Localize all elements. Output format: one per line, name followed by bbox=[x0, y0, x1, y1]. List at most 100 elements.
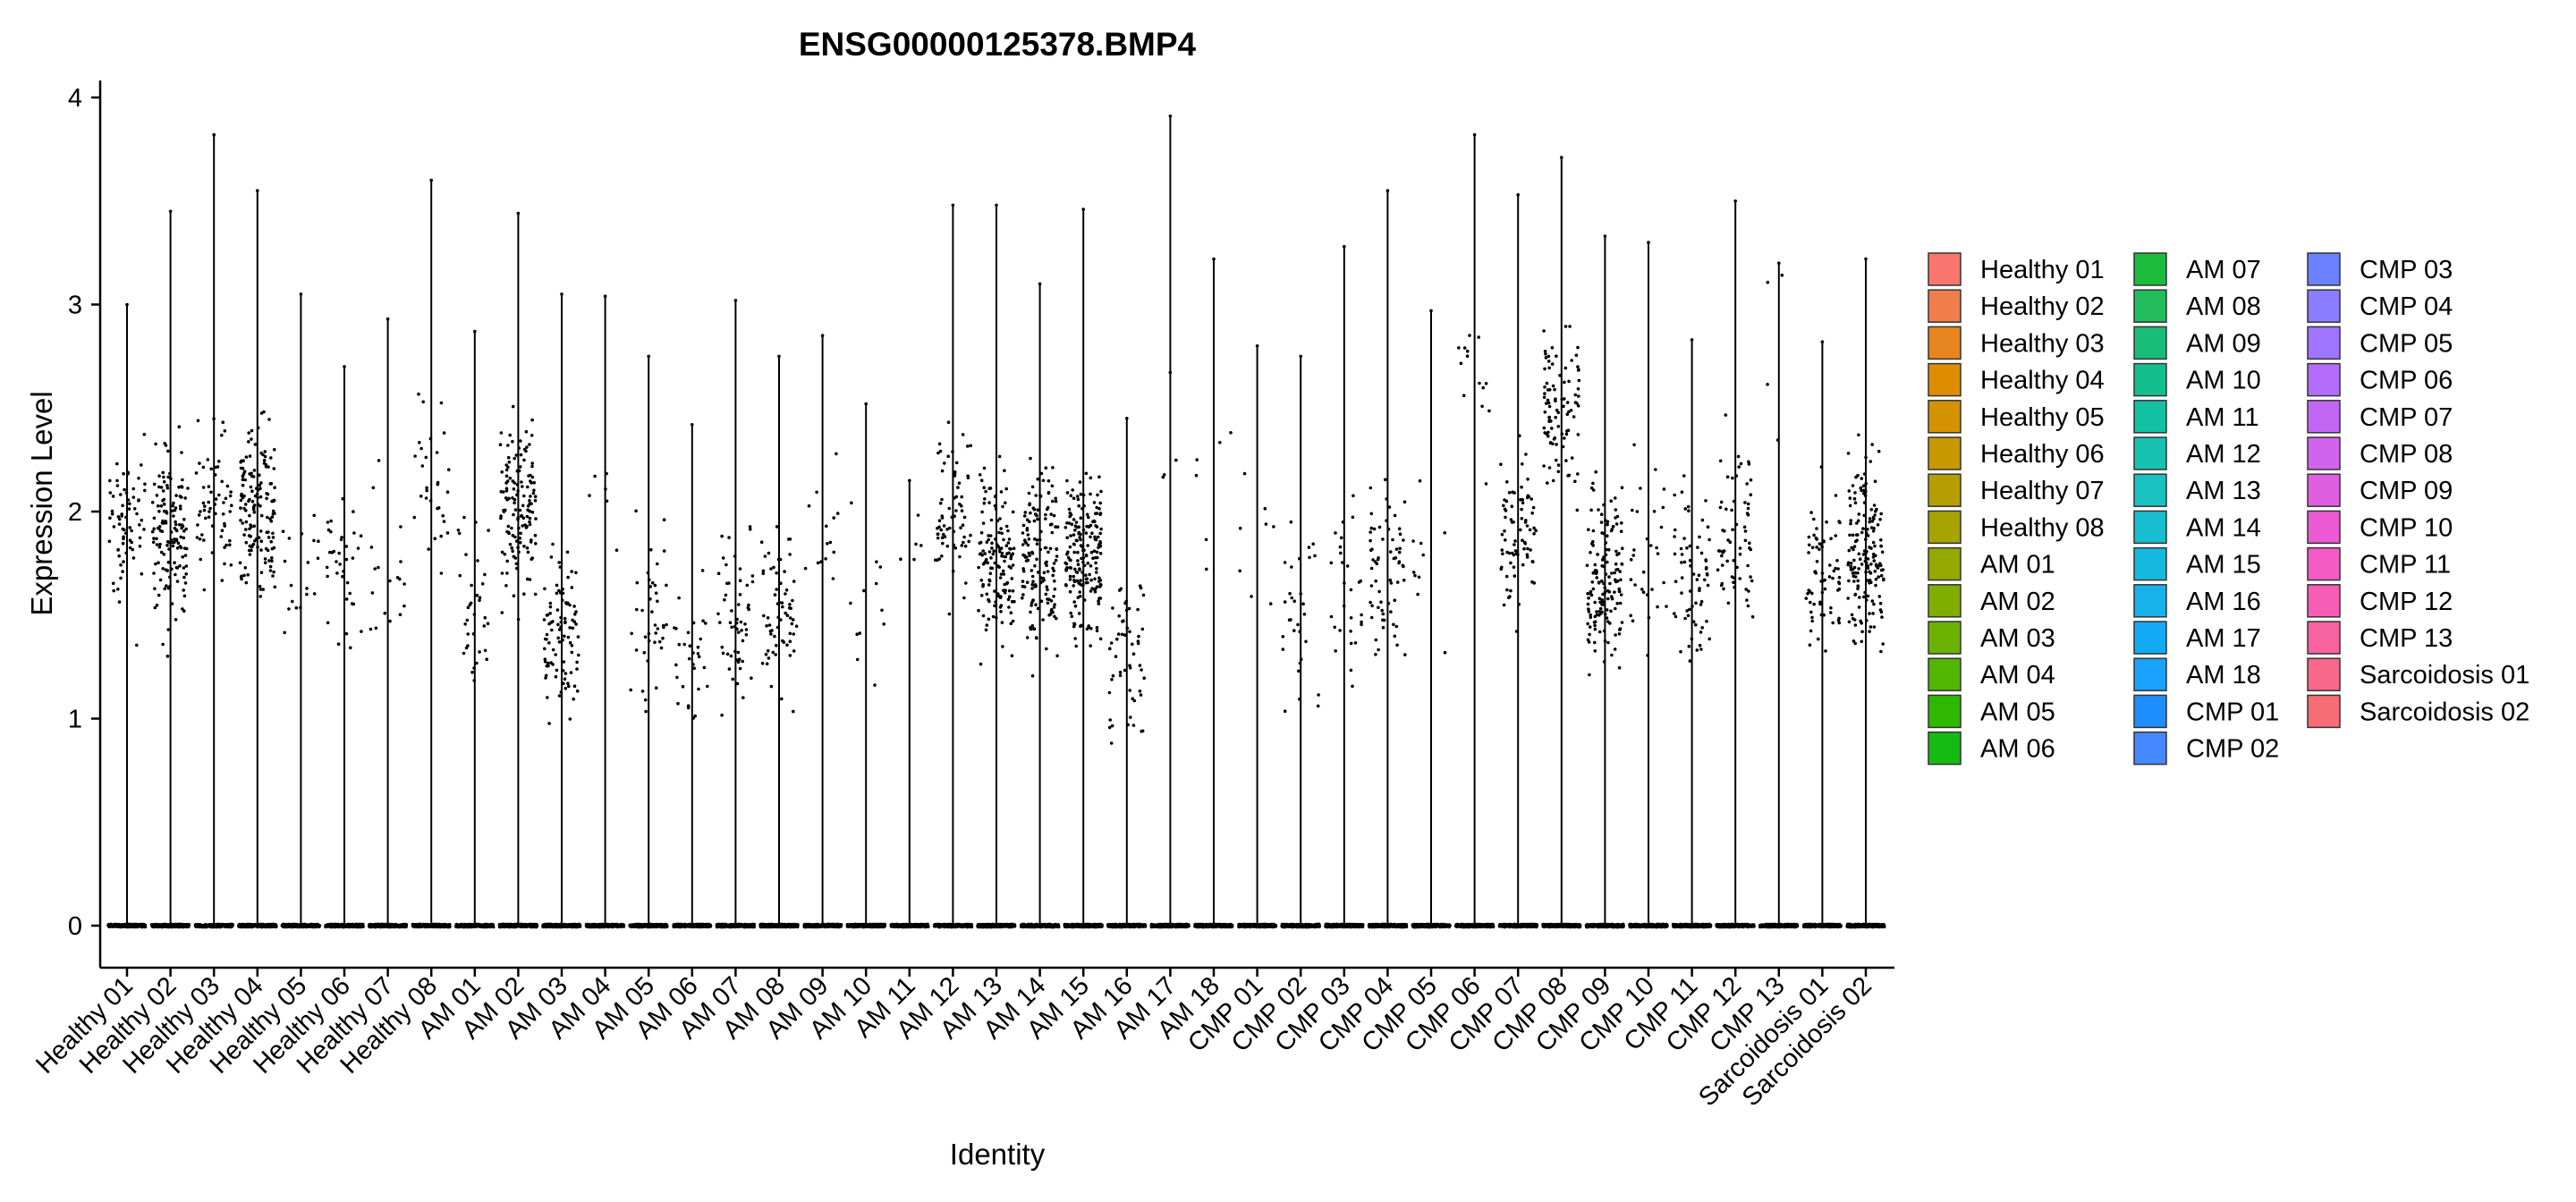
data-point bbox=[117, 517, 122, 521]
data-point bbox=[165, 486, 170, 490]
data-point bbox=[771, 650, 775, 655]
data-point bbox=[228, 510, 232, 513]
data-point bbox=[642, 650, 647, 655]
data-point bbox=[140, 463, 143, 467]
data-point bbox=[119, 493, 123, 496]
data-point bbox=[507, 530, 511, 535]
data-point bbox=[330, 551, 335, 554]
data-point bbox=[219, 535, 224, 538]
data-point bbox=[662, 518, 666, 521]
data-point bbox=[528, 443, 531, 446]
data-point bbox=[174, 572, 177, 577]
data-point bbox=[781, 639, 784, 643]
data-point bbox=[557, 640, 562, 644]
data-point bbox=[505, 559, 509, 563]
data-point bbox=[744, 628, 749, 631]
data-point bbox=[166, 560, 171, 564]
data-point bbox=[162, 497, 166, 502]
data-point bbox=[519, 439, 522, 443]
data-point bbox=[528, 499, 531, 503]
data-point bbox=[177, 485, 181, 489]
data-point bbox=[442, 431, 446, 435]
data-point bbox=[780, 601, 784, 605]
data-point bbox=[545, 632, 549, 637]
data-point bbox=[183, 496, 187, 500]
data-point bbox=[163, 587, 166, 591]
data-point bbox=[377, 565, 380, 570]
data-point bbox=[548, 601, 553, 605]
data-point bbox=[121, 541, 125, 546]
data-point bbox=[402, 582, 406, 586]
data-point bbox=[115, 484, 120, 487]
data-point bbox=[107, 539, 112, 543]
data-point bbox=[251, 507, 256, 512]
data-point bbox=[766, 648, 770, 653]
data-point bbox=[656, 627, 660, 631]
data-point bbox=[511, 439, 514, 444]
data-point bbox=[267, 465, 270, 469]
data-point bbox=[264, 462, 268, 467]
data-point bbox=[735, 681, 740, 686]
data-point bbox=[174, 522, 178, 527]
data-point bbox=[200, 533, 204, 537]
data-point bbox=[506, 455, 511, 460]
data-point bbox=[312, 538, 316, 543]
data-point bbox=[214, 497, 218, 501]
data-point bbox=[221, 420, 225, 425]
data-point bbox=[166, 475, 170, 479]
data-point bbox=[247, 534, 251, 538]
data-point bbox=[654, 631, 657, 635]
data-point bbox=[506, 524, 511, 529]
data-point bbox=[519, 453, 523, 457]
data-point bbox=[736, 650, 741, 655]
data-point bbox=[152, 482, 157, 487]
data-point bbox=[555, 668, 559, 673]
data-point bbox=[508, 433, 512, 437]
data-point bbox=[138, 536, 142, 540]
data-point bbox=[544, 673, 548, 678]
data-point bbox=[270, 515, 275, 519]
data-point bbox=[399, 525, 402, 529]
data-point bbox=[201, 486, 206, 489]
data-point bbox=[503, 552, 507, 556]
data-point bbox=[174, 618, 178, 622]
data-point bbox=[569, 671, 573, 674]
data-point bbox=[767, 623, 772, 627]
data-point bbox=[520, 480, 523, 484]
data-point bbox=[523, 523, 527, 527]
data-point bbox=[772, 565, 775, 570]
data-point bbox=[761, 569, 766, 573]
data-point bbox=[207, 515, 211, 519]
data-point bbox=[425, 488, 429, 493]
data-point bbox=[180, 526, 183, 530]
data-point bbox=[239, 519, 242, 522]
data-point bbox=[739, 620, 743, 624]
data-point bbox=[249, 485, 253, 489]
data-point bbox=[239, 575, 243, 580]
data-point bbox=[116, 588, 120, 591]
data-point bbox=[159, 504, 164, 508]
data-point bbox=[162, 553, 166, 556]
data-point bbox=[247, 431, 251, 435]
data-point bbox=[557, 588, 561, 593]
data-point bbox=[128, 546, 132, 550]
data-point bbox=[528, 520, 531, 524]
data-point bbox=[701, 619, 705, 622]
data-point bbox=[152, 571, 156, 575]
data-point bbox=[157, 510, 161, 513]
data-point bbox=[770, 629, 774, 632]
data-point bbox=[551, 648, 555, 652]
data-point bbox=[283, 631, 287, 635]
data-point bbox=[775, 525, 779, 529]
data-point bbox=[682, 642, 686, 647]
data-point bbox=[182, 517, 186, 521]
data-point bbox=[546, 613, 550, 617]
data-point bbox=[725, 652, 730, 656]
data-point bbox=[258, 487, 262, 490]
data-point bbox=[529, 495, 532, 498]
data-point bbox=[223, 521, 226, 526]
data-point bbox=[352, 531, 356, 535]
data-point bbox=[650, 580, 655, 585]
data-point bbox=[425, 486, 428, 490]
data-point bbox=[502, 510, 506, 513]
